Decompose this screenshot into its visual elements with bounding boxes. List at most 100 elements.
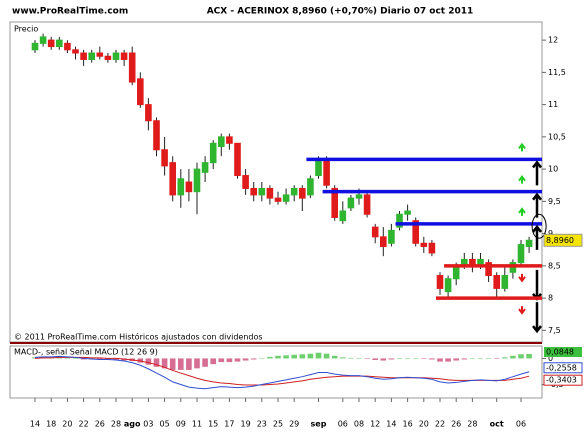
price-tag <box>543 233 583 247</box>
y-tick-label: 8 <box>548 294 553 303</box>
histogram-bar <box>210 358 216 365</box>
histogram-bar <box>291 354 297 359</box>
histogram-bar <box>56 357 63 359</box>
candle-body <box>145 104 152 122</box>
value-tag-label: -0,2558 <box>546 363 577 372</box>
x-tick-label: 03 <box>143 420 153 429</box>
histogram-bar <box>502 357 508 359</box>
x-tick-label: 28 <box>467 420 477 429</box>
footnote: © 2011 ProRealTime.com Históricos ajusta… <box>14 332 263 342</box>
candle-body <box>299 187 306 199</box>
candle-body <box>444 278 452 293</box>
x-tick-label: oct <box>490 420 504 429</box>
x-tick-label: 12 <box>370 420 380 429</box>
macd-frame <box>9 345 543 399</box>
histogram-bar <box>283 355 289 359</box>
histogram-bar <box>461 358 468 360</box>
histogram-bar <box>323 353 330 359</box>
histogram-bar <box>315 352 322 359</box>
histogram-bar <box>477 357 484 359</box>
histogram-bar <box>32 357 38 359</box>
candle-body <box>355 194 363 199</box>
histogram-bar <box>186 358 192 370</box>
histogram-bar <box>469 358 476 359</box>
histogram-bar <box>372 358 378 360</box>
candle-body <box>112 52 120 60</box>
x-tick-label: 25 <box>273 420 283 429</box>
candle-body <box>177 178 185 196</box>
x-tick-label: 22 <box>79 420 89 429</box>
histogram-bar <box>202 358 208 367</box>
histogram-bar <box>226 358 233 363</box>
histogram-bar <box>445 358 451 362</box>
source: www.ProRealTime.com <box>12 7 128 17</box>
candle-body <box>282 194 290 202</box>
value-tag-label: 0,0848 <box>546 348 574 357</box>
histogram-bar <box>242 358 249 361</box>
candle-body <box>517 244 525 264</box>
histogram-bar <box>105 358 111 360</box>
arrow <box>518 175 526 184</box>
candle-body <box>80 52 87 60</box>
arrow <box>532 302 542 334</box>
arrow <box>532 160 542 186</box>
arrow <box>518 273 526 283</box>
candle-body <box>388 229 395 244</box>
histogram-bar <box>72 358 79 359</box>
histogram-bar <box>510 355 516 359</box>
histogram-bar <box>356 357 362 359</box>
y-tick-label: 10 <box>548 165 558 174</box>
histogram-bar <box>340 357 346 359</box>
histogram-bar <box>396 358 403 359</box>
candle-body <box>363 194 371 215</box>
candle-body <box>412 220 419 244</box>
x-tick-label: 26 <box>95 420 105 429</box>
candle-body <box>137 78 144 106</box>
candle-body <box>428 242 436 254</box>
candle-body <box>380 236 387 247</box>
histogram-bar <box>307 353 314 359</box>
histogram-bar <box>218 358 225 363</box>
candle-body <box>169 162 176 196</box>
x-tick-label: 14 <box>386 420 396 429</box>
y-tick-label: 11,5 <box>548 68 566 77</box>
histogram-bar <box>275 355 281 359</box>
arrow <box>532 224 542 250</box>
value-tag <box>543 362 583 374</box>
histogram-bar <box>145 358 152 365</box>
candle-body <box>331 187 338 218</box>
y-tick-label: 8,5 <box>548 261 561 270</box>
histogram-bar <box>485 358 492 359</box>
candle-body <box>104 55 112 60</box>
candle-body <box>339 210 347 222</box>
arrow <box>532 192 542 218</box>
histogram-bar <box>259 357 265 359</box>
x-tick-label: 23 <box>257 420 267 429</box>
candle-body <box>436 275 444 289</box>
x-tick-label: 06 <box>516 420 526 429</box>
candle-body <box>371 226 379 238</box>
candle-body <box>31 42 39 51</box>
x-tick-label: 22 <box>435 420 445 429</box>
histogram-bar <box>404 357 411 359</box>
candle-body <box>258 187 266 196</box>
x-tick-label: 08 <box>354 420 364 429</box>
y-tick-label: 9 <box>548 229 553 238</box>
y-tick-label: 12 <box>548 36 558 45</box>
histogram-bar <box>331 355 338 359</box>
candle-body <box>226 136 233 144</box>
candle-body <box>47 39 55 48</box>
candle-body <box>72 49 79 54</box>
x-tick-label: 11 <box>192 420 202 429</box>
histogram-bar <box>267 356 273 359</box>
candle-body <box>266 187 274 199</box>
chart-title: ACX - ACERINOX 8,8960 (+0,70%) Diario 07… <box>207 7 474 17</box>
x-tick-label: 17 <box>224 420 234 429</box>
x-tick-label: 20 <box>419 420 429 429</box>
candle-body <box>64 42 71 51</box>
candle-body <box>396 213 403 228</box>
x-tick-label: 09 <box>176 420 186 429</box>
y-tick-label: 7,5 <box>548 326 561 335</box>
